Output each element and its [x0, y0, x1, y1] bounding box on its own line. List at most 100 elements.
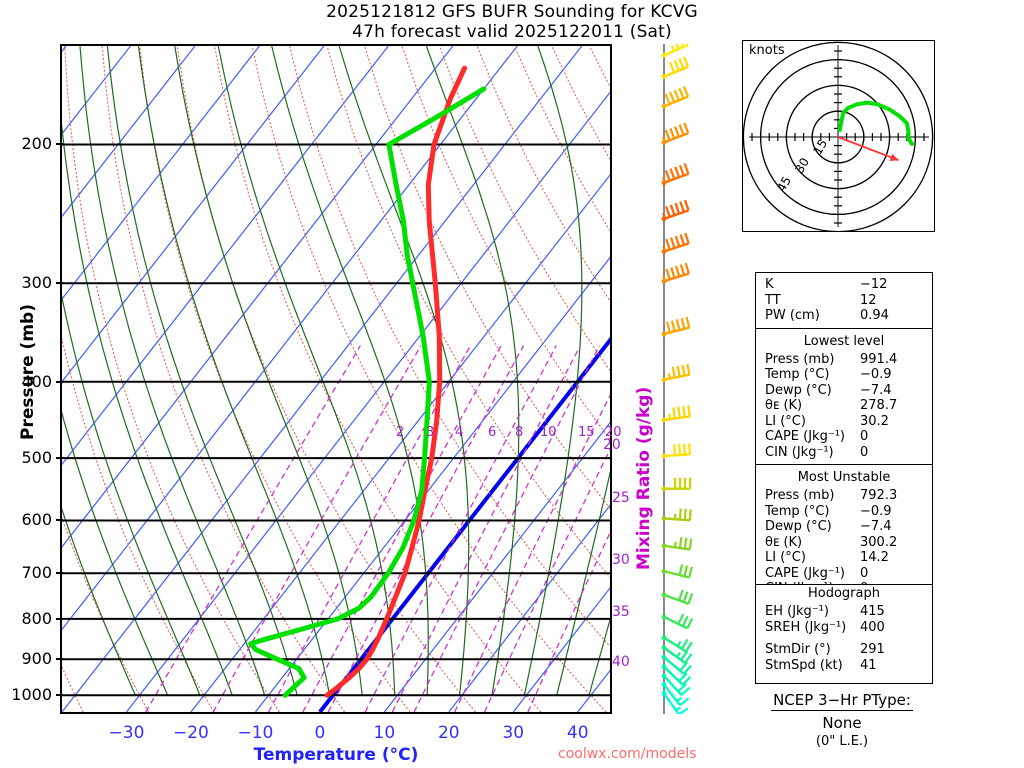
mixing-ratio-right-label-25: 25 [612, 490, 630, 506]
indices-section: K −12 TT 12 PW (cm) 0.94 [756, 273, 932, 329]
ptype-value: None [822, 714, 862, 732]
lowest-level-row: Dewp (°C) −7.4 [756, 383, 932, 399]
most-unstable-row: Temp (°C) −0.9 [756, 504, 932, 520]
hodograph-key: StmSpd (kt) [765, 657, 843, 673]
page-subtitle: 47h forecast valid 2025122011 (Sat) [352, 22, 672, 42]
ptype-title: NCEP 3−Hr PType: [771, 691, 913, 711]
lowest-level-value: −7.4 [860, 382, 892, 398]
wind-barb [661, 673, 691, 696]
wind-barb-column [640, 34, 710, 716]
temperature-tick-label-20: 20 [437, 723, 460, 743]
wind-barb [661, 645, 693, 664]
index-row: K −12 [756, 277, 932, 293]
wind-barb [661, 316, 691, 337]
lowest-level-key: Press (mb) [765, 351, 835, 367]
hodograph-key: SREH (Jkg⁻¹) [765, 619, 847, 635]
lowest-level-value: 0 [860, 429, 869, 444]
lowest-level-value: 991.4 [860, 351, 898, 367]
hodograph-table: Hodograph EH (Jkg⁻¹) 415 SREH (Jkg⁻¹) 400 St… [755, 584, 933, 684]
lowest-level-value: 30.2 [860, 413, 889, 429]
wind-barb [661, 690, 689, 716]
wind-barb [661, 122, 690, 145]
pressure-tick-label-500: 500 [21, 448, 52, 468]
wind-barb [661, 405, 691, 423]
hodograph-key [765, 635, 860, 642]
mixing-ratio-right-label-35: 35 [612, 604, 630, 620]
pressure-tick-300 [56, 282, 63, 285]
lowest-level-key: Temp (°C) [765, 367, 830, 382]
most-unstable-row: Dewp (°C) −7.4 [756, 519, 932, 535]
most-unstable-value: −0.9 [860, 503, 892, 519]
lowest-level-row: θᴇ (K) 278.7 [756, 398, 932, 414]
mixing-ratio-right-label-40: 40 [612, 654, 630, 670]
lowest-level-row: CIN (Jkg⁻¹) 0 [756, 445, 932, 461]
wind-barb [661, 613, 694, 630]
pressure-tick-label-1000: 1000 [11, 685, 52, 705]
most-unstable-value: −7.4 [860, 519, 892, 534]
most-unstable-title: Most Unstable [797, 470, 891, 485]
lowest-level-section: Lowest level Press (mb) 991.4 Temp (°C) −0.… [756, 329, 932, 465]
lowest-level-title: Lowest level [803, 333, 885, 349]
wind-barb [661, 34, 689, 58]
pressure-tick-label-300: 300 [21, 273, 52, 293]
wind-barb [661, 262, 690, 284]
most-unstable-key: θᴇ (K) [765, 534, 803, 550]
most-unstable-key: LI (°C) [765, 550, 806, 565]
pressure-tick-800 [56, 617, 63, 620]
hodograph-units-label: knots [749, 43, 785, 58]
pressure-tick-label-700: 700 [21, 563, 52, 583]
wind-barb [661, 163, 690, 186]
hodograph-panel[interactable]: 15 30 45 knots [742, 40, 935, 233]
pressure-tick-1000 [56, 694, 63, 697]
hodograph-value: 291 [860, 642, 885, 657]
lowest-level-row: Temp (°C) −0.9 [756, 367, 932, 383]
mixing-ratio-label-4: 4 [455, 425, 464, 440]
pressure-tick-label-600: 600 [21, 510, 52, 530]
most-unstable-key: Press (mb) [765, 488, 835, 503]
lowest-level-row: CAPE (Jkg⁻¹) 0 [756, 429, 932, 445]
hodograph-value: 400 [860, 619, 885, 635]
lowest-level-key: CIN (Jkg⁻¹) [765, 444, 834, 460]
wind-barb [661, 508, 692, 522]
ptype-panel: NCEP 3−Hr PType: None (0" L.E.) [742, 690, 942, 749]
lowest-level-key: LI (°C) [765, 413, 806, 429]
most-unstable-key: Temp (°C) [765, 503, 830, 519]
hodograph-row: StmSpd (kt) 41 [756, 658, 932, 674]
skewt-canvas [62, 46, 610, 712]
pressure-tick-200 [56, 143, 63, 146]
svg-text:15: 15 [810, 137, 830, 157]
temperature-tick-label--20: −20 [172, 723, 209, 743]
lowest-level-key: θᴇ (K) [765, 398, 803, 413]
mixing-ratio-label-2: 2 [396, 425, 405, 440]
wind-barb [661, 664, 692, 686]
most-unstable-row: LI (°C) 14.2 [756, 550, 932, 566]
page-title: 2025121812 GFS BUFR Sounding for KCVG [326, 2, 698, 22]
index-key: TT [765, 292, 781, 308]
hodograph-row: EH (Jkg⁻¹) 415 [756, 604, 932, 620]
wind-barb-canvas [661, 34, 694, 716]
index-value: 12 [860, 292, 877, 308]
lowest-level-row: LI (°C) 30.2 [756, 414, 932, 430]
lowest-level-key: CAPE (Jkg⁻¹) [765, 429, 845, 444]
most-unstable-value: 14.2 [860, 550, 889, 565]
wind-barb [661, 682, 690, 706]
hodograph-row: StmDir (°) 291 [756, 642, 932, 658]
wind-barb [661, 443, 692, 459]
most-unstable-row: θᴇ (K) 300.2 [756, 535, 932, 551]
most-unstable-value: 300.2 [860, 534, 898, 550]
mixing-ratio-right-label-30: 30 [612, 552, 630, 568]
ptype-liquid-equivalent: (0" L.E.) [815, 734, 869, 749]
hodograph-table-title: Hodograph [808, 586, 880, 601]
most-unstable-value: 0 [860, 565, 869, 581]
temperature-axis-title: Temperature (°C) [253, 745, 419, 765]
watermark: coolwx.com/models [558, 746, 697, 762]
pressure-tick-900 [56, 658, 63, 661]
wind-barb [661, 477, 692, 492]
skewt-diagram[interactable] [60, 44, 612, 714]
pressure-tick-label-200: 200 [21, 134, 52, 154]
hodograph-key: EH (Jkg⁻¹) [765, 604, 829, 619]
pressure-tick-500 [56, 457, 63, 460]
mixing-ratio-label-10: 10 [540, 425, 557, 440]
pressure-tick-400 [56, 380, 63, 383]
